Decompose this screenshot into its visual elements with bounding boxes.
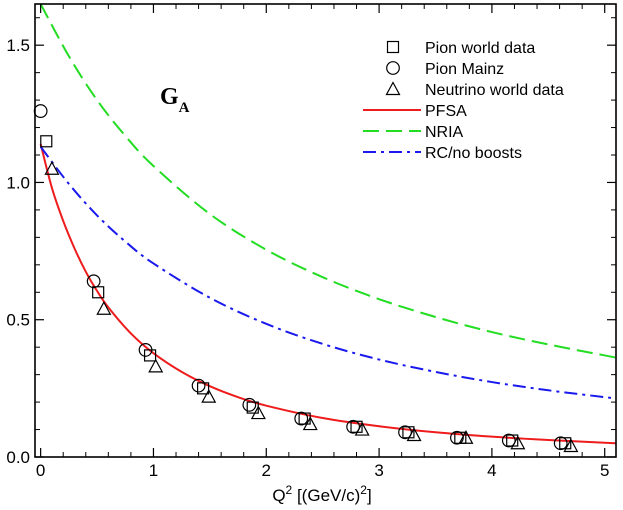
neutrino-world-data-point bbox=[458, 430, 474, 444]
pion-mainz-point bbox=[501, 433, 516, 448]
pion-world-data-point bbox=[40, 135, 53, 148]
pion-mainz-point bbox=[553, 436, 568, 451]
legend-nria-label: NRIA bbox=[425, 124, 464, 141]
x-tick-label: 5 bbox=[600, 461, 609, 480]
points-layer bbox=[33, 104, 579, 453]
legend-pion-mainz-label: Pion Mainz bbox=[425, 61, 504, 78]
y-tick-label: 1.0 bbox=[6, 173, 30, 192]
pion-mainz-point bbox=[398, 425, 412, 440]
pion-world-data-point bbox=[92, 286, 105, 299]
x-tick-label: 1 bbox=[149, 461, 158, 480]
neutrino-world-data-point bbox=[201, 388, 217, 403]
x-tick-label: 3 bbox=[374, 461, 383, 480]
neutrino-world-data-point bbox=[148, 358, 164, 373]
pfsa-curve bbox=[39, 143, 616, 445]
x-tick-label: 0 bbox=[36, 461, 45, 480]
neutrino-world-data-point bbox=[96, 300, 112, 315]
neutrino-world-data-point bbox=[44, 160, 60, 175]
legend-neutrino-world-data-label: Neutrino world data bbox=[425, 82, 564, 99]
legend: Pion world data Pion Mainz Neutrino world … bbox=[363, 40, 564, 162]
neutrino-world-data-point bbox=[563, 438, 579, 453]
neutrino-world-data-point bbox=[510, 435, 526, 450]
annotation-sub: A bbox=[179, 100, 190, 116]
y-tick-label: 0.5 bbox=[6, 311, 30, 330]
panel-annotation: GA bbox=[160, 84, 190, 116]
pion-mainz-point bbox=[138, 343, 153, 357]
legend-neutrino-world-data-marker bbox=[385, 81, 401, 96]
neutrino-world-data-point bbox=[406, 427, 422, 442]
legend-rc-no-boosts-label: RC/no boosts bbox=[425, 145, 522, 162]
rc-no-boosts-curve bbox=[39, 146, 616, 400]
x-tick-label: 2 bbox=[262, 461, 271, 480]
y-tick-label: 1.5 bbox=[6, 36, 30, 55]
legend-pion-world-data-marker bbox=[386, 40, 400, 54]
x-axis-label: Q2 [(GeV/c)2] bbox=[272, 483, 371, 505]
ticks-layer: 0 1 2 3 4 5 0.0 0.5 1.0 1.5 bbox=[6, 4, 616, 480]
x-tick-label: 4 bbox=[487, 461, 496, 480]
pion-mainz-point bbox=[346, 419, 361, 434]
plot-frame bbox=[34, 3, 617, 458]
curves-layer bbox=[39, 4, 616, 445]
neutrino-world-data-point bbox=[302, 416, 318, 431]
nria-curve bbox=[39, 4, 616, 359]
pion-mainz-point bbox=[242, 397, 257, 412]
annotation-main: G bbox=[160, 84, 179, 110]
pion-world-data-point bbox=[143, 349, 157, 362]
pion-mainz-point bbox=[86, 274, 101, 289]
neutrino-world-data-point bbox=[354, 421, 370, 436]
pion-mainz-point bbox=[191, 378, 206, 393]
pion-mainz-point bbox=[450, 430, 464, 445]
legend-pfsa-label: PFSA bbox=[425, 103, 467, 120]
legend-pion-world-data-label: Pion world data bbox=[425, 40, 535, 57]
pion-mainz-point bbox=[33, 104, 48, 118]
pion-mainz-point bbox=[294, 411, 309, 426]
legend-pion-mainz-marker bbox=[386, 61, 400, 75]
neutrino-world-data-point bbox=[250, 405, 266, 420]
pion-world-data-point bbox=[196, 382, 210, 395]
y-tick-label: 0.0 bbox=[6, 448, 30, 467]
